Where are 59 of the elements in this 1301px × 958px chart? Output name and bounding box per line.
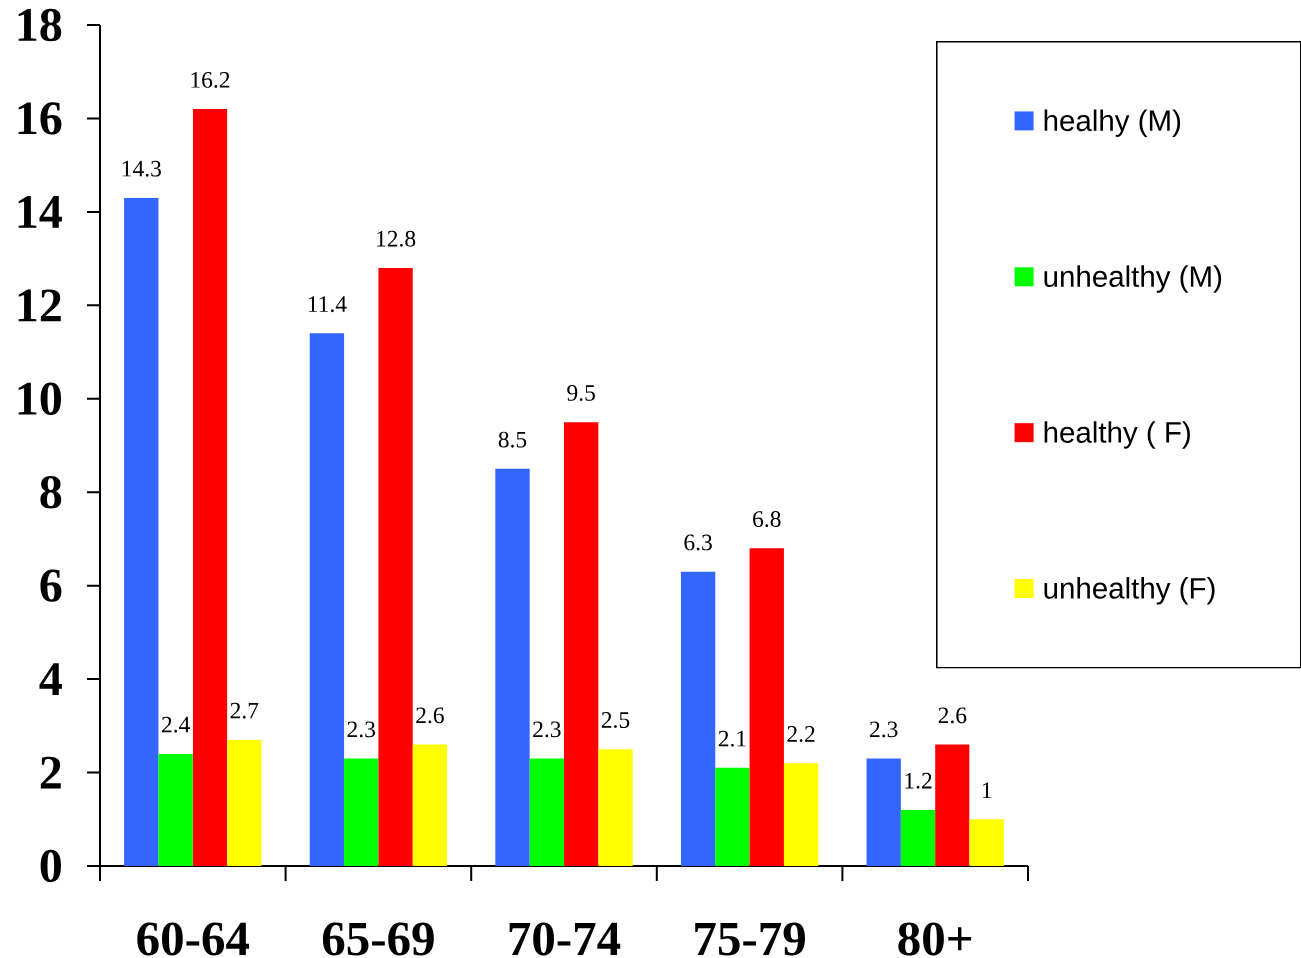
bar — [598, 749, 633, 866]
data-label: 2.3 — [533, 721, 561, 738]
data-label: 2.3 — [870, 721, 898, 738]
y-tick-label: 10 — [18, 382, 61, 415]
legend-label: unhealthy (M) — [1044, 265, 1222, 293]
bar — [344, 758, 379, 866]
x-tick-label: 75-79 — [695, 922, 805, 956]
bar — [969, 819, 1004, 866]
bar — [680, 571, 716, 866]
y-tick-label: 16 — [18, 102, 62, 135]
data-label: 2.2 — [787, 726, 815, 742]
x-tick-label: 70-74 — [509, 922, 621, 956]
data-label: 2.5 — [601, 712, 630, 728]
bar — [495, 468, 530, 866]
y-tick-label: 6 — [40, 569, 62, 602]
data-label: 2.4 — [161, 716, 190, 733]
data-label: 2.6 — [938, 707, 967, 724]
data-label: 16.2 — [191, 72, 230, 88]
data-label: 1.2 — [905, 772, 932, 789]
data-label: 6.8 — [753, 511, 781, 528]
bar — [378, 267, 413, 866]
bar — [564, 422, 599, 866]
bar — [715, 767, 750, 866]
bar — [529, 758, 564, 866]
x-tick-label: 60-64 — [137, 922, 250, 956]
data-label: 11.4 — [308, 296, 347, 313]
legend-label: healthy ( F) — [1044, 421, 1190, 449]
y-tick-label: 18 — [18, 8, 62, 42]
data-label: 2.6 — [416, 707, 444, 724]
bar — [124, 197, 159, 866]
bar — [935, 744, 970, 866]
legend-label: healhy (M) — [1044, 109, 1181, 137]
data-label: 2.7 — [230, 702, 259, 719]
data-label: 2.1 — [718, 730, 746, 747]
data-label: 2.3 — [347, 721, 375, 738]
y-tick-label: 8 — [40, 476, 62, 509]
data-label: 6.3 — [684, 534, 712, 551]
y-tick-label: 12 — [18, 289, 61, 322]
data-label: 8.5 — [498, 431, 527, 448]
bar — [192, 109, 228, 866]
y-tick-label: 4 — [39, 663, 62, 695]
bar — [783, 763, 819, 866]
bar — [158, 753, 193, 866]
bar — [412, 744, 448, 866]
bar — [749, 548, 784, 866]
y-tick-label: 14 — [18, 196, 62, 228]
bar — [900, 809, 936, 866]
bar — [866, 758, 901, 866]
bar — [309, 333, 345, 866]
y-tick-label: 0 — [40, 849, 61, 883]
x-tick-label: 65-69 — [322, 922, 434, 956]
data-label: 14.3 — [122, 160, 161, 177]
data-label: 9.5 — [567, 385, 595, 401]
legend-label: unhealthy (F) — [1044, 577, 1215, 605]
y-tick-label: 2 — [40, 756, 61, 789]
x-tick-label: 80+ — [898, 922, 972, 956]
data-label: 1 — [982, 782, 992, 799]
data-label: 12.8 — [377, 230, 416, 247]
bar — [227, 739, 262, 866]
